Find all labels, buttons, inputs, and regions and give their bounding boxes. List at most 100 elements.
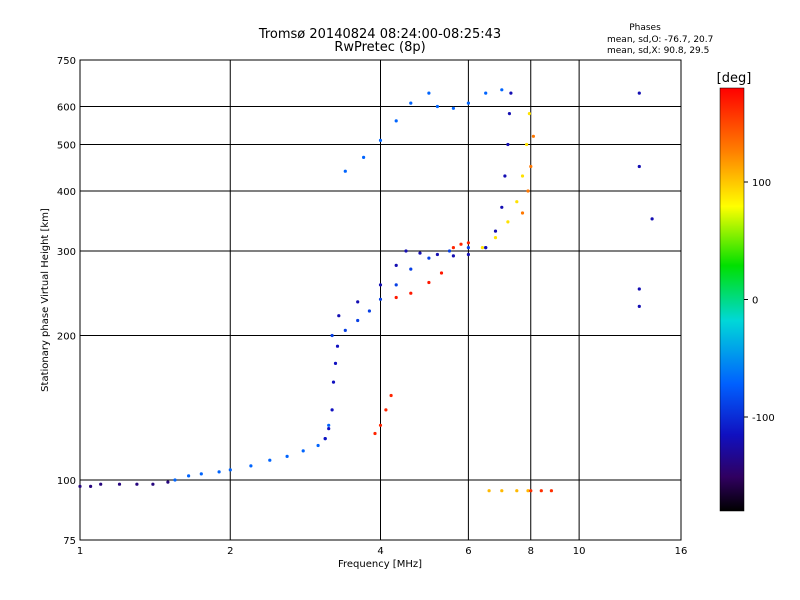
data-point [331,380,336,384]
y-tick-label: 500 [57,141,76,152]
data-point [549,489,554,493]
data-point [378,138,383,142]
data-point [515,489,519,493]
data-point [435,104,439,109]
data-point [301,449,305,453]
data-point [637,287,641,291]
data-point [217,470,221,474]
x-tick-label: 10 [573,546,586,557]
x-tick-label: 6 [465,546,471,557]
data-point [637,91,641,95]
data-point [343,328,347,332]
x-tick-label: 16 [675,546,688,557]
stats-o-mode: mean, sd,O: -76.7, 20.7 [607,35,713,45]
data-point [500,489,504,493]
data-point [330,408,334,412]
y-tick-label: 75 [63,536,76,547]
colorbar-tick-label: 0 [752,296,758,307]
stats-x-mode: mean, sd,X: 90.8, 29.5 [607,46,709,56]
data-point [394,263,398,267]
data-point [427,280,431,285]
data-point [409,267,413,271]
x-axis-label: Frequency [MHz] [338,559,422,570]
data-point [384,408,388,412]
y-tick-label: 750 [57,56,76,67]
data-point [330,333,334,338]
x-tick-label: 8 [528,546,534,557]
colorbar-label: [deg] [717,71,752,86]
grid [80,60,681,540]
data-point [394,283,398,287]
data-point [447,249,452,253]
data-point [650,217,654,221]
data-point [268,458,272,462]
y-axis-label: Stationary phase Virtual Height [km] [40,208,51,392]
data-point [500,205,504,209]
data-point [515,200,519,204]
stats-heading: Phases [629,23,661,33]
data-point [151,482,155,486]
data-point [484,246,488,250]
data-point [187,474,191,478]
data-point [466,101,470,105]
y-tick-label: 600 [57,103,76,114]
data-point [506,220,510,224]
data-point [89,484,93,488]
data-point [323,437,327,441]
data-point [199,472,203,476]
data-point [335,344,340,348]
data-point [316,443,320,448]
data-point [173,478,177,482]
data-point [394,295,398,300]
data-point [249,464,253,468]
data-point [503,174,507,178]
data-point [135,482,139,486]
data-point [451,106,455,110]
data-point [507,112,511,116]
data-point [466,241,470,245]
data-point [378,297,383,301]
data-point [466,252,470,257]
data-point [367,309,371,313]
data-point [531,134,536,138]
data-point [228,468,232,472]
data-point [435,252,439,257]
data-point [427,91,431,95]
data-point [487,489,491,493]
data-point [362,155,366,159]
data-point [527,112,532,116]
data-point [529,489,533,493]
data-point [166,480,170,484]
colorbar-tick-label: -100 [752,413,775,424]
data-point [78,484,82,488]
data-point [327,427,331,431]
data-point [418,251,422,255]
data-point [520,211,525,215]
data-point [356,300,360,304]
data-point [525,142,529,147]
data-point [526,189,530,193]
data-point [333,361,338,365]
data-point [539,489,543,493]
data-point [327,423,331,427]
data-point [356,318,360,323]
chart-subtitle: RwPretec (8p) [334,40,425,55]
x-tick-label: 4 [377,546,383,557]
colorbar [719,87,745,512]
data-point [466,246,470,250]
data-point [459,242,463,246]
data-point [404,249,408,253]
data-point [520,174,525,178]
data-point [285,454,289,458]
y-tick-label: 200 [57,332,76,343]
data-point [343,169,347,173]
data-points [78,88,654,493]
data-point [509,91,513,95]
colorbar-ticks: 100 0 -100 [744,178,775,424]
data-point [506,142,510,147]
axis-ticks: 1 2 4 6 8 10 16 75 100 200 300 400 500 600 750 [57,56,687,557]
data-point [409,291,413,295]
data-point [529,164,533,169]
y-tick-label: 400 [57,187,76,198]
